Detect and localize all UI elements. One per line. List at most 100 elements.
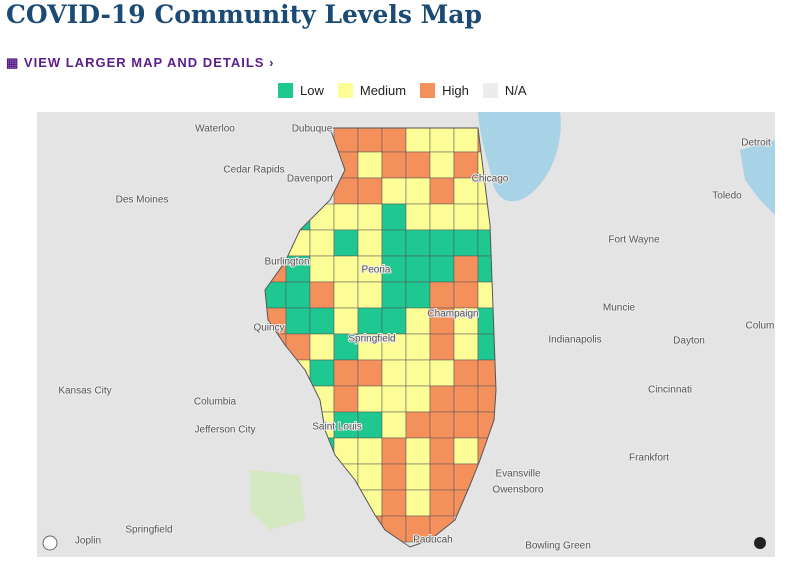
county [405,151,431,179]
county [333,385,359,413]
county [429,128,455,153]
county [453,307,479,335]
legend-swatch [482,83,498,98]
county [405,203,431,231]
city-label: Evansville [495,469,540,480]
county [429,281,455,309]
city-label: Cedar Rapids [223,165,284,176]
state-outline [264,127,497,548]
county [357,203,383,231]
county [357,177,383,205]
county [405,489,431,517]
county [381,281,407,309]
county [333,255,359,283]
city-label: Muncie [603,303,636,314]
county [405,281,431,309]
city-label: Indianapolis [548,335,601,346]
county [405,128,431,153]
city-label: Springfield [348,334,395,345]
county [309,359,335,387]
county [405,437,431,465]
county [405,307,431,335]
county [429,437,455,465]
county [453,333,479,361]
map-icon: ▦ [6,55,24,70]
legend-swatch [420,83,436,98]
county [381,255,407,283]
county [357,128,383,153]
county [429,411,455,439]
city-label: Dayton [673,336,705,347]
county [453,281,479,309]
county [357,281,383,309]
county [357,411,383,439]
county [429,203,455,231]
county [309,255,335,283]
map[interactable]: Waterloo Dubuque Cedar Rapids Des Moines Dav… [37,112,775,557]
details-link[interactable]: ▦ VIEW LARGER MAP AND DETAILS › [6,55,274,71]
county [429,151,455,179]
city-label: Champaign [427,309,478,320]
county [333,359,359,387]
county [309,281,335,309]
county [453,177,479,205]
city-label: Columbia [194,397,237,408]
city-label: Chicago [472,174,509,185]
legend-swatch [278,83,293,98]
county [381,489,407,517]
legend: Low Medium High N/A [278,83,527,98]
park [250,470,305,530]
lake-michigan [478,112,561,202]
county [405,255,431,283]
illinois-counties [265,128,496,543]
county [357,359,383,387]
county [381,463,407,491]
county [405,359,431,387]
city-label: Bowling Green [525,541,591,552]
legend-label: Medium [359,83,407,98]
county [429,229,455,257]
city-label: Waterloo [195,124,235,135]
county [453,411,479,439]
county [453,359,479,387]
county [381,437,407,465]
county [453,128,479,153]
county [429,333,455,361]
county [357,255,383,283]
legend-swatch [337,83,353,98]
county [453,255,479,283]
county [429,489,455,517]
legend-label: N/A [504,83,527,98]
page-title: COVID-19 Community Levels Map [6,0,482,29]
county [405,463,431,491]
county [285,281,311,309]
chevron: › [264,55,275,70]
legend-item: High [420,83,469,98]
city-label: Joplin [75,536,101,547]
county [381,177,407,205]
city-label: Saint Louis [312,422,361,433]
lake-erie [740,140,775,215]
county [453,203,479,231]
county [309,333,335,361]
city-label: Toledo [712,191,742,202]
city-label: Quincy [253,323,284,334]
link-text[interactable]: VIEW LARGER MAP AND DETAILS [23,55,265,70]
county [357,229,383,257]
city-label: Frankfort [629,453,669,464]
county [429,255,455,283]
county [381,385,407,413]
county [309,307,335,335]
county [453,229,479,257]
zoom-button[interactable] [42,535,58,551]
county [381,203,407,231]
county [333,203,359,231]
county [405,385,431,413]
city-label: Des Moines [116,195,169,206]
city-label: Peoria [362,265,391,276]
county [381,307,407,335]
info-button[interactable] [754,537,766,549]
city-label: Burlington [264,257,309,268]
county [357,385,383,413]
